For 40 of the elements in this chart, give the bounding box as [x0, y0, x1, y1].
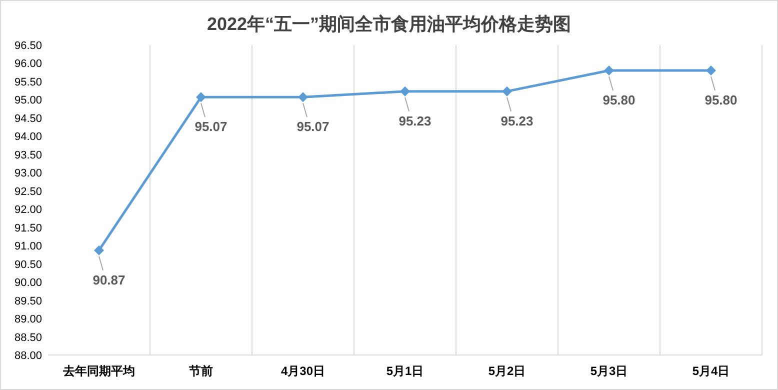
- y-tick-label: 88.00: [14, 350, 42, 362]
- y-tick-label: 92.50: [14, 186, 42, 198]
- data-label: 95.80: [602, 92, 636, 108]
- point: [502, 86, 512, 96]
- y-tick-label: 90.50: [14, 258, 42, 271]
- y-tick-label: 95.50: [14, 76, 42, 88]
- y-tick-label: 88.50: [14, 332, 42, 344]
- point: [604, 66, 614, 76]
- y-tick-label: 93.00: [14, 168, 42, 180]
- data-label: 95.23: [398, 113, 432, 128]
- y-tick-label: 96.50: [14, 40, 42, 52]
- y-tick-label: 96.00: [14, 58, 42, 70]
- point: [298, 92, 308, 102]
- y-tick-label: 89.00: [14, 314, 42, 326]
- data-label: 95.07: [296, 119, 330, 134]
- x-tick-label: 5月4日: [692, 364, 730, 378]
- y-tick-label: 91.50: [14, 222, 42, 234]
- point: [196, 92, 206, 102]
- point: [400, 86, 410, 96]
- y-tick-label: 95.00: [14, 94, 42, 107]
- y-tick-label: 93.50: [14, 149, 42, 162]
- data-label: 95.80: [704, 92, 738, 108]
- point: [94, 245, 104, 256]
- y-tick-label: 89.50: [14, 295, 42, 308]
- data-label: 95.07: [194, 119, 228, 134]
- y-tick-label: 91.00: [14, 240, 42, 253]
- x-tick-label: 节前: [188, 364, 213, 378]
- chart-title: 2022年“五一”期间全市食用油平均价格走势图: [206, 14, 572, 34]
- y-tick-label: 90.00: [14, 277, 42, 290]
- data-label: 90.87: [92, 272, 126, 288]
- y-tick-label: 94.50: [14, 112, 42, 125]
- y-tick-label: 92.00: [14, 204, 42, 216]
- point: [706, 66, 716, 76]
- data-label: 95.23: [500, 113, 534, 128]
- x-tick-label: 5月2日: [488, 364, 526, 378]
- y-tick-label: 94.00: [14, 131, 42, 144]
- x-tick-label: 5月3日: [590, 364, 628, 378]
- x-tick-label: 5月1日: [386, 364, 424, 378]
- x-tick-label: 4月30日: [280, 364, 326, 378]
- x-tick-label: 去年同期平均: [62, 364, 135, 378]
